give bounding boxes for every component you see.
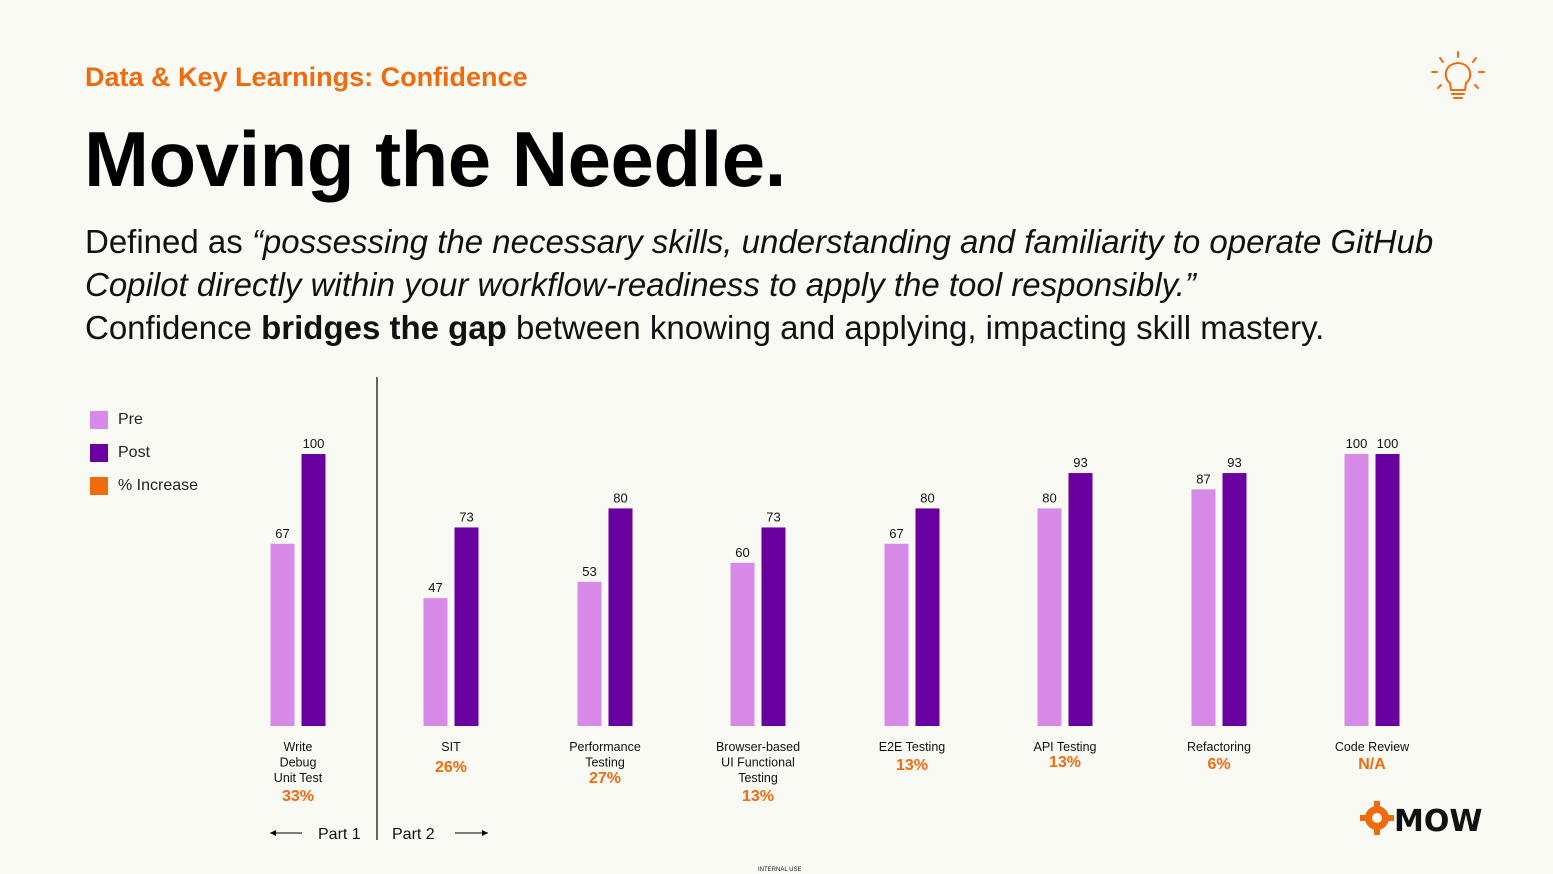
confidence-text-b: between knowing and applying, impacting …: [506, 309, 1325, 346]
bar-pre-1: [423, 598, 448, 726]
chart-legend: Pre Post % Increase: [90, 410, 198, 509]
mow-logo: MOW: [1360, 801, 1482, 836]
bar-post-7: [1375, 454, 1400, 726]
increase-label-3: 13%: [742, 788, 774, 805]
increase-label-1: 26%: [435, 759, 467, 776]
bar-post-2: [608, 508, 633, 726]
increase-label-2: 27%: [589, 770, 621, 787]
category-label-6-0: Refactoring: [1187, 740, 1251, 754]
subtitle: Data & Key Learnings: Confidence: [85, 62, 528, 92]
value-label-post-3: 73: [766, 509, 780, 524]
increase-label-7: N/A: [1358, 756, 1386, 773]
category-label-3-1: UI Functional: [721, 756, 795, 770]
legend-item-post: Post: [90, 443, 198, 463]
category-label-3-2: Testing: [738, 771, 778, 785]
value-label-post-1: 73: [459, 509, 473, 524]
category-label-0-2: Unit Test: [274, 771, 323, 785]
page-title: Moving the Needle.: [84, 115, 786, 203]
bar-post-4: [915, 508, 940, 726]
part2-arrow: [455, 830, 488, 836]
category-label-4-0: E2E Testing: [879, 740, 946, 754]
bar-pre-2: [577, 581, 602, 726]
part1-label: Part 1: [318, 826, 361, 843]
category-label-0-1: Debug: [280, 756, 317, 770]
legend-item-pre: Pre: [90, 410, 198, 430]
definition-quote: “possessing the necessary skills, unders…: [85, 223, 1434, 303]
legend-swatch-increase: [90, 477, 108, 495]
bar-post-3: [761, 527, 786, 726]
value-label-post-6: 93: [1227, 455, 1241, 470]
value-label-pre-6: 87: [1196, 471, 1210, 486]
value-label-pre-0: 67: [275, 526, 289, 541]
category-label-2-1: Testing: [585, 756, 625, 770]
value-label-pre-7: 100: [1346, 436, 1368, 451]
value-label-pre-1: 47: [428, 580, 442, 595]
category-label-2-0: Performance: [569, 740, 641, 754]
bar-pre-5: [1037, 508, 1062, 726]
confidence-text-bold: bridges the gap: [261, 309, 507, 346]
category-label-0-0: Write: [284, 740, 313, 754]
bar-post-1: [454, 527, 479, 726]
increase-label-5: 13%: [1049, 754, 1081, 771]
legend-swatch-pre: [90, 411, 108, 429]
category-label-7-0: Code Review: [1335, 740, 1410, 754]
category-label-5-0: API Testing: [1033, 740, 1096, 754]
value-label-post-7: 100: [1377, 436, 1399, 451]
legend-swatch-post: [90, 444, 108, 462]
part2-label: Part 2: [392, 826, 435, 843]
value-label-post-0: 100: [303, 436, 325, 451]
lightbulb-icon: [1431, 51, 1485, 99]
bar-pre-6: [1191, 489, 1216, 726]
bar-pre-4: [884, 543, 909, 726]
value-label-post-2: 80: [613, 490, 627, 505]
value-label-pre-2: 53: [582, 564, 596, 579]
internal-use-note: INTERNAL USE: [758, 867, 802, 873]
value-label-pre-5: 80: [1042, 490, 1056, 505]
bar-pre-7: [1344, 454, 1369, 726]
value-label-post-4: 80: [920, 490, 934, 505]
bar-post-6: [1222, 473, 1247, 726]
legend-item-increase: % Increase: [90, 476, 198, 496]
value-label-pre-3: 60: [735, 545, 749, 560]
definition-text: Defined as “possessing the necessary ski…: [85, 220, 1525, 349]
legend-label-increase: % Increase: [118, 477, 199, 494]
value-label-post-5: 93: [1073, 455, 1087, 470]
bar-pre-3: [730, 562, 755, 726]
increase-label-0: 33%: [282, 788, 314, 805]
category-label-1-0: SIT: [441, 740, 461, 754]
legend-label-post: Post: [118, 444, 151, 461]
legend-label-pre: Pre: [118, 411, 143, 428]
value-label-pre-4: 67: [889, 526, 903, 541]
part1-arrow: [270, 830, 302, 836]
confidence-text-a: Confidence: [85, 309, 262, 346]
increase-label-6: 6%: [1207, 756, 1230, 773]
increase-label-4: 13%: [896, 757, 928, 774]
definition-prefix: Defined as: [85, 223, 252, 260]
bar-post-0: [301, 454, 326, 726]
gear-icon: [1360, 801, 1394, 835]
logo-text: MOW: [1394, 804, 1482, 836]
category-label-3-0: Browser-based: [716, 740, 800, 754]
bar-pre-0: [270, 543, 295, 726]
bar-post-5: [1068, 473, 1093, 726]
